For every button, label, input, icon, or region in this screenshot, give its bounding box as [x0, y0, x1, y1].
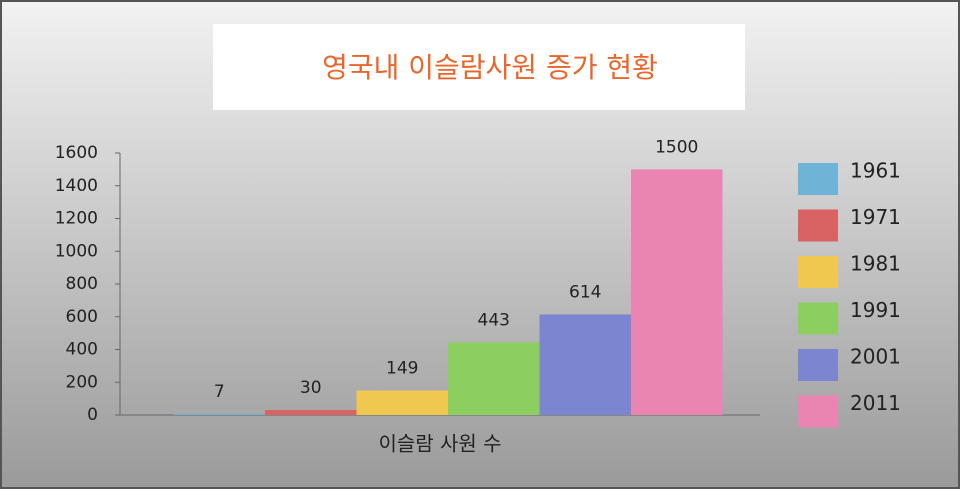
bar — [265, 410, 357, 415]
y-tick-label: 200 — [66, 372, 98, 392]
legend-swatch — [798, 395, 838, 428]
bar — [539, 314, 631, 415]
y-tick-label: 1400 — [55, 176, 98, 196]
legend-swatch — [798, 209, 838, 242]
y-tick-label: 1600 — [55, 143, 98, 163]
legend-swatch — [798, 256, 838, 288]
data-label: 614 — [569, 282, 601, 302]
data-label: 1500 — [655, 137, 698, 157]
legend-label: 1991 — [850, 298, 901, 322]
chart-title: 영국내 이슬람사원 증가 현황 — [322, 51, 658, 84]
y-tick-label: 0 — [87, 405, 98, 425]
legend-label: 2001 — [850, 345, 901, 369]
bar — [448, 342, 540, 415]
legend-label: 1971 — [850, 205, 901, 229]
y-tick-label: 800 — [66, 274, 98, 294]
legend-label: 1961 — [850, 159, 901, 183]
y-tick-label: 1200 — [55, 209, 98, 229]
x-tick-label: 이슬람 사원 수 — [378, 432, 501, 456]
y-tick-label: 1000 — [55, 241, 98, 261]
legend-swatch — [798, 302, 838, 335]
title-box — [213, 24, 745, 110]
legend-label: 2011 — [850, 391, 901, 415]
bar — [356, 390, 448, 415]
legend-swatch — [798, 163, 838, 195]
bar — [631, 169, 723, 415]
data-label: 149 — [386, 359, 418, 379]
legend-label: 1981 — [850, 252, 901, 276]
bar — [173, 413, 265, 415]
y-tick-label: 600 — [66, 307, 98, 327]
data-label: 30 — [300, 378, 322, 398]
data-label: 443 — [478, 310, 510, 330]
data-label: 7 — [214, 382, 225, 402]
legend-swatch — [798, 349, 838, 381]
y-tick-label: 400 — [66, 340, 98, 360]
